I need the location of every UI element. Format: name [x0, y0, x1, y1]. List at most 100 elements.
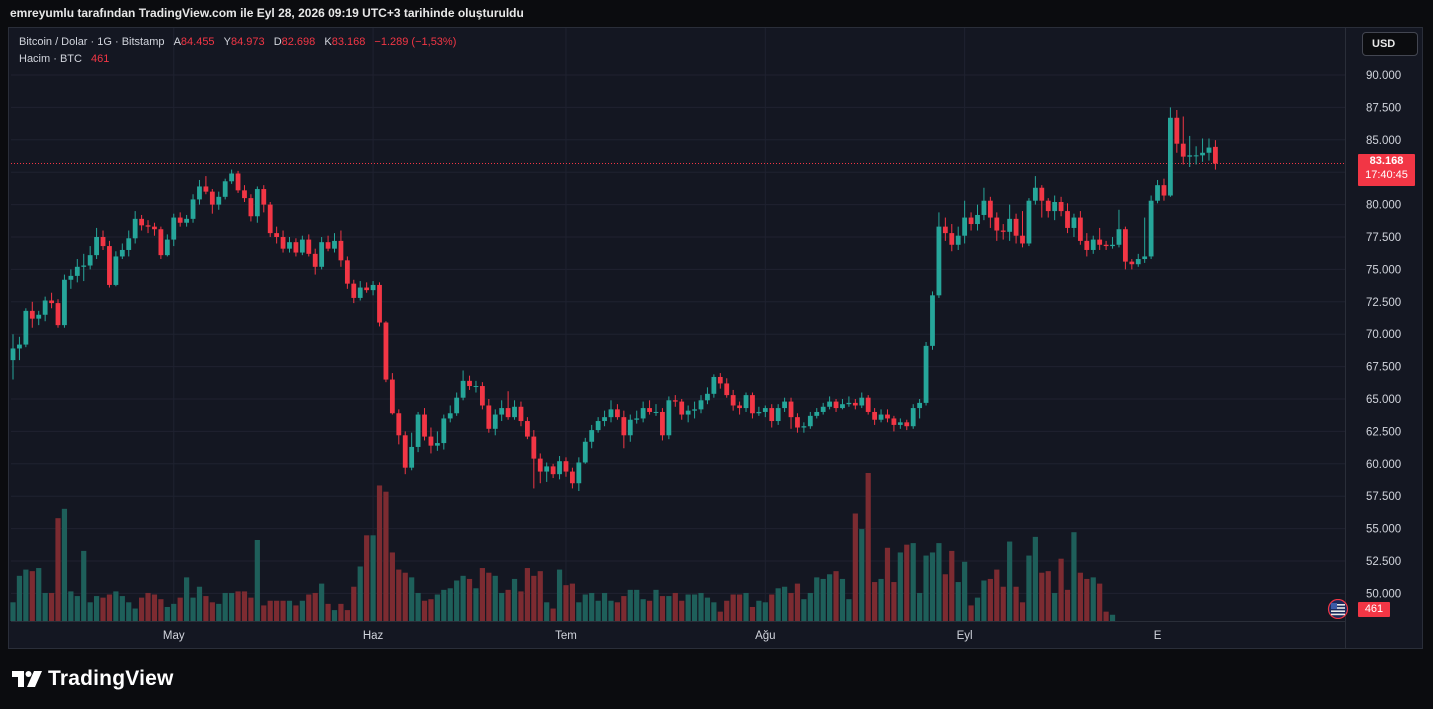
candle-body: [1071, 217, 1077, 228]
brand-name: TradingView: [48, 667, 174, 690]
price-tick-label: 52.500: [1366, 556, 1401, 568]
tradingview-brand[interactable]: TradingView: [12, 667, 174, 691]
candle-body: [904, 422, 910, 427]
volume-bar: [222, 592, 228, 621]
volume-bar: [794, 583, 801, 621]
price-tick-label: 55.000: [1366, 524, 1401, 536]
candle-body: [415, 414, 421, 447]
price-tick-label: 60.000: [1366, 459, 1401, 471]
volume-bar: [331, 610, 338, 621]
currency-button[interactable]: USD: [1362, 32, 1418, 56]
candle-body: [1007, 218, 1013, 232]
candle-body: [1122, 229, 1128, 262]
candle-body: [846, 402, 852, 405]
us-flag-icon[interactable]: [1327, 599, 1349, 619]
volume-bar: [29, 571, 35, 621]
volume-bar: [1097, 583, 1103, 621]
candle-body: [582, 441, 588, 463]
candle-body: [1097, 239, 1103, 245]
volume-bar: [646, 600, 653, 621]
candle-body: [557, 461, 562, 475]
candle-body: [126, 238, 132, 250]
volume-bar: [1013, 586, 1019, 621]
volume-bar: [1064, 589, 1071, 621]
candle-body: [518, 406, 524, 422]
candle-body: [930, 295, 935, 346]
volume-bar: [923, 555, 929, 621]
volume-bar: [640, 599, 646, 621]
volume-bar: [36, 568, 42, 621]
candle-body: [595, 421, 601, 431]
volume-bar: [325, 603, 331, 621]
volume-bar: [634, 589, 640, 621]
volume-legend[interactable]: Hacim · BTC 461: [19, 53, 109, 65]
ohlc-legend[interactable]: Bitcoin / Dolar · 1G · Bitstamp A84.455 …: [19, 36, 456, 48]
volume-value: 461: [91, 53, 110, 65]
volume-bar: [428, 599, 434, 621]
volume-bar: [1019, 602, 1026, 621]
volume-bar: [338, 603, 344, 621]
candle-body: [955, 235, 961, 245]
symbol-title[interactable]: Bitcoin / Dolar · 1G · Bitstamp: [19, 36, 165, 48]
volume-bar: [158, 599, 164, 621]
volume-bar: [229, 592, 235, 621]
candle-body: [717, 376, 723, 384]
open-label: A: [173, 36, 181, 48]
candle-body: [968, 217, 974, 225]
candle-body: [364, 287, 370, 291]
candle-body: [29, 310, 35, 319]
volume-bar: [595, 600, 601, 621]
volume-bar: [357, 566, 363, 621]
candle-body: [42, 300, 48, 315]
volume-bar: [312, 592, 318, 621]
volume-bar: [23, 569, 29, 621]
candle-body: [1077, 217, 1083, 241]
bar-countdown: 17:40:45: [1365, 169, 1408, 181]
volume-bar: [1109, 614, 1116, 621]
volume-bar: [685, 594, 691, 621]
candle-body: [68, 275, 74, 280]
candle-body: [94, 237, 99, 256]
candle-body: [235, 173, 241, 191]
candle-body: [621, 417, 627, 436]
candle-body: [775, 408, 781, 422]
candle-body: [782, 401, 787, 409]
candle-body: [389, 379, 395, 414]
candle-body: [87, 255, 93, 266]
volume-bar: [1084, 578, 1090, 621]
candle-body: [608, 409, 614, 418]
candle-body: [242, 190, 247, 199]
candle-body: [49, 300, 54, 304]
volume-bars: [10, 473, 1116, 621]
candle-body: [158, 229, 164, 256]
volume-bar: [936, 543, 942, 621]
candle-body: [859, 397, 865, 406]
volume-bar: [93, 596, 100, 621]
volume-bar: [280, 600, 286, 621]
price-chart[interactable]: 90.00087.50085.00082.50080.00077.50075.0…: [9, 28, 1422, 648]
candle-body: [460, 380, 466, 398]
candle-body: [1110, 244, 1115, 247]
candle-body: [1148, 200, 1154, 257]
candle-body: [62, 279, 67, 326]
candle-body: [820, 406, 826, 412]
volume-bar: [756, 600, 762, 621]
volume-bar: [267, 600, 273, 621]
volume-bar: [627, 589, 633, 621]
volume-bar: [968, 605, 974, 621]
volume-bar: [254, 539, 260, 621]
candle-body: [23, 310, 29, 345]
volume-bar: [1026, 555, 1032, 621]
volume-bar: [672, 592, 678, 621]
volume-bar: [743, 592, 749, 621]
volume-bar: [814, 577, 820, 621]
volume-bar: [691, 594, 698, 621]
volume-bar: [499, 592, 505, 621]
chart-frame[interactable]: 90.00087.50085.00082.50080.00077.50075.0…: [8, 27, 1423, 649]
volume-bar: [184, 577, 190, 621]
volume-bar: [1052, 592, 1058, 621]
candle-body: [525, 421, 530, 437]
candle-body: [852, 402, 858, 406]
volume-bar: [659, 596, 666, 621]
candle-body: [36, 314, 42, 319]
